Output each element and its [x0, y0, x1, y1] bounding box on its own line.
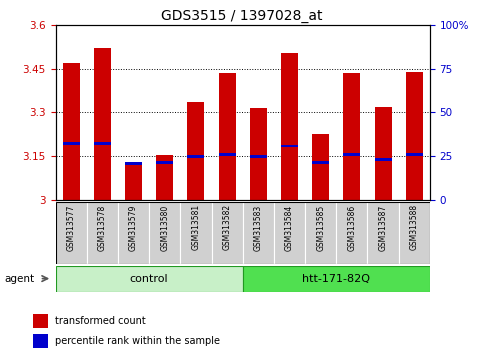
Bar — [242, 202, 274, 264]
Text: transformed count: transformed count — [55, 316, 145, 326]
Bar — [156, 161, 173, 164]
Bar — [63, 63, 80, 200]
Text: GSM313588: GSM313588 — [410, 204, 419, 250]
Bar — [250, 108, 267, 200]
Bar — [374, 107, 392, 200]
Text: GSM313587: GSM313587 — [379, 204, 387, 251]
Text: GSM313583: GSM313583 — [254, 204, 263, 251]
Bar — [398, 202, 430, 264]
Bar — [33, 334, 48, 348]
Bar — [281, 144, 298, 148]
Bar — [56, 266, 242, 292]
Bar — [94, 142, 111, 144]
Text: GSM313581: GSM313581 — [191, 204, 200, 250]
Bar — [87, 202, 118, 264]
Bar — [368, 202, 398, 264]
Bar — [406, 72, 423, 200]
Bar — [149, 202, 180, 264]
Bar — [33, 314, 48, 328]
Bar — [118, 202, 149, 264]
Bar — [374, 158, 392, 161]
Text: GSM313585: GSM313585 — [316, 204, 325, 251]
Text: GSM313580: GSM313580 — [160, 204, 169, 251]
Bar — [312, 161, 329, 164]
Bar — [281, 52, 298, 200]
Bar — [242, 266, 430, 292]
Bar — [336, 202, 368, 264]
Bar — [274, 202, 305, 264]
Text: GSM313582: GSM313582 — [223, 204, 232, 250]
Text: agent: agent — [5, 274, 35, 284]
Text: control: control — [130, 274, 169, 284]
Bar — [218, 153, 236, 156]
Bar — [305, 202, 336, 264]
Bar — [212, 202, 242, 264]
Text: GSM313577: GSM313577 — [67, 204, 76, 251]
Text: GSM313586: GSM313586 — [347, 204, 356, 251]
Text: htt-171-82Q: htt-171-82Q — [302, 274, 370, 284]
Bar — [250, 155, 267, 158]
Bar — [187, 155, 204, 158]
Bar — [343, 73, 360, 200]
Bar — [406, 153, 423, 156]
Text: GSM313584: GSM313584 — [285, 204, 294, 251]
Bar — [56, 202, 87, 264]
Bar — [94, 48, 111, 200]
Text: percentile rank within the sample: percentile rank within the sample — [55, 336, 220, 346]
Bar — [125, 162, 142, 165]
Bar — [218, 73, 236, 200]
Bar — [125, 162, 142, 200]
Bar — [156, 155, 173, 200]
Bar — [187, 102, 204, 200]
Text: GDS3515 / 1397028_at: GDS3515 / 1397028_at — [161, 9, 322, 23]
Bar — [312, 134, 329, 200]
Bar — [63, 142, 80, 144]
Text: GSM313579: GSM313579 — [129, 204, 138, 251]
Bar — [180, 202, 212, 264]
Bar — [343, 153, 360, 156]
Text: GSM313578: GSM313578 — [98, 204, 107, 251]
